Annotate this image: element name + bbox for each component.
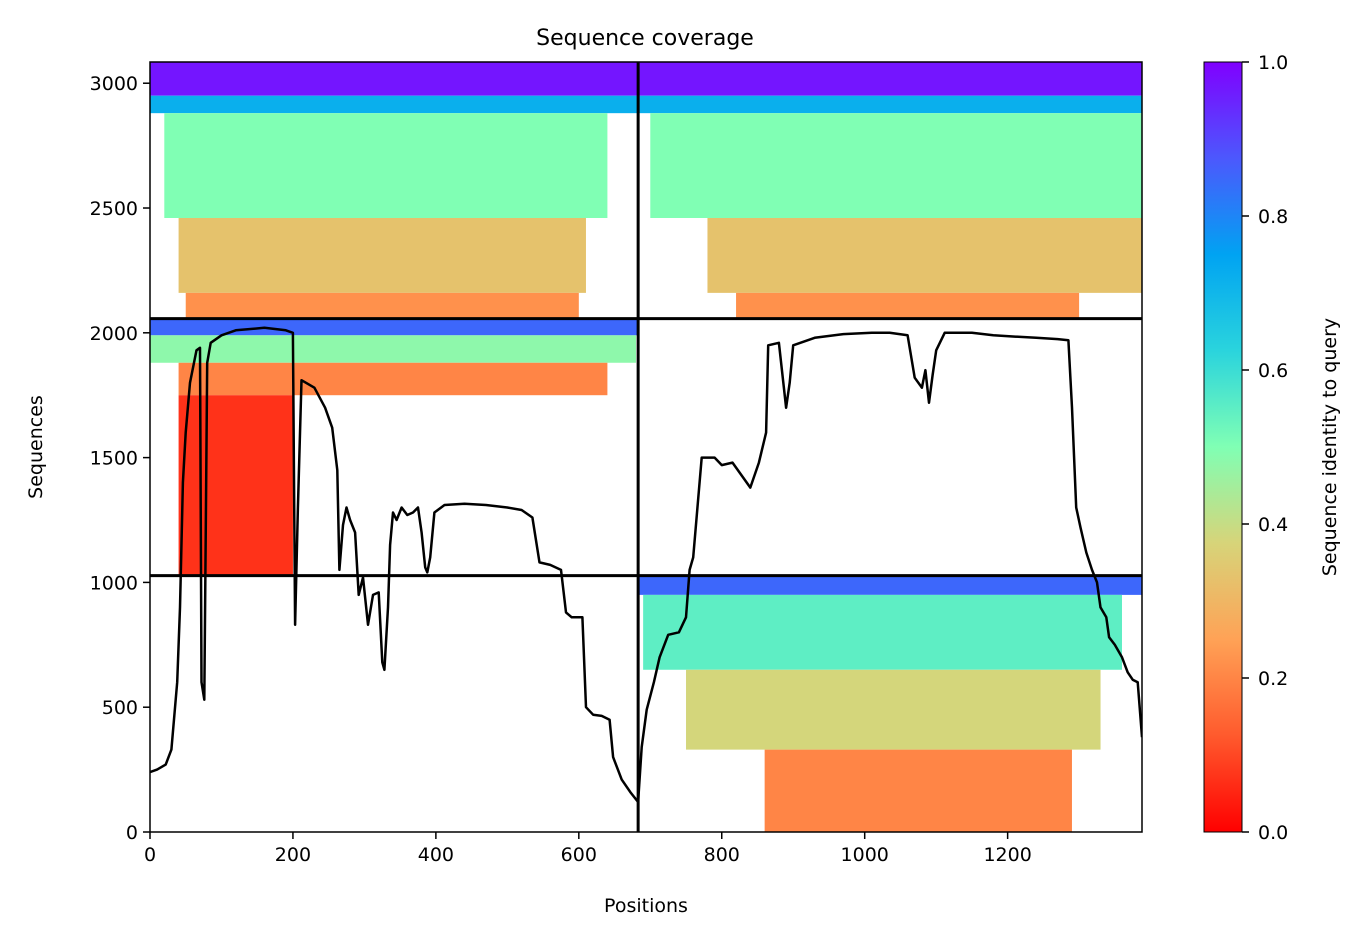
coverage-band (643, 594, 1122, 670)
coverage-band (686, 669, 1101, 750)
chart-title: Sequence coverage (536, 26, 754, 51)
coverage-band (150, 95, 639, 114)
y-tick-label: 1500 (90, 448, 138, 470)
y-tick-label: 3000 (90, 73, 138, 95)
coverage-band (185, 292, 579, 319)
coverage-band (650, 113, 1142, 218)
y-tick-label: 1000 (90, 572, 138, 594)
plot-frame (149, 61, 1143, 833)
colorbar-tick-label: 0.4 (1258, 514, 1288, 536)
coverage-band (638, 575, 1142, 595)
y-tick-label: 0 (126, 822, 138, 844)
coverage-band (764, 749, 1072, 832)
chain-boundaries (150, 62, 1142, 832)
coverage-heatmap (150, 62, 1142, 832)
colorbar-tick-label: 0.8 (1258, 206, 1288, 228)
x-axis-label: Positions (604, 895, 688, 917)
x-tick-label: 1200 (983, 844, 1031, 866)
y-axis-label: Sequences (25, 395, 47, 499)
coverage-band (638, 62, 1142, 96)
coverage-band (178, 362, 608, 396)
colorbar-tick-label: 1.0 (1258, 52, 1288, 74)
colorbar-label: Sequence identity to query (1319, 318, 1341, 576)
coverage-band (150, 62, 639, 96)
x-tick-label: 0 (144, 844, 156, 866)
y-tick-label: 500 (102, 697, 138, 719)
colorbar-tick-label: 0.0 (1258, 822, 1288, 844)
coverage-band (736, 292, 1080, 319)
colorbar-tick-label: 0.6 (1258, 360, 1288, 382)
x-tick-label: 600 (561, 844, 597, 866)
coverage-line (150, 326, 1142, 804)
colorbar (1203, 61, 1243, 833)
colorbar-tick-label: 0.2 (1258, 668, 1288, 690)
coverage-band (150, 318, 639, 336)
x-axis-ticks: 0 200 400 600 800 1000 1200 (144, 832, 1032, 866)
coverage-band (164, 113, 608, 218)
coverage-band (707, 217, 1142, 293)
x-tick-label: 200 (275, 844, 311, 866)
colorbar-ticks: 0.0 0.2 0.4 0.6 0.8 1.0 (1242, 52, 1288, 844)
y-tick-label: 2500 (90, 198, 138, 220)
coverage-band (638, 95, 1142, 114)
y-axis-ticks: 0 500 1000 1500 2000 2500 3000 (90, 73, 150, 844)
y-tick-label: 2000 (90, 323, 138, 345)
coverage-band (150, 335, 636, 363)
coverage-line-group (150, 326, 1142, 804)
coverage-band (178, 395, 293, 576)
x-tick-label: 1000 (841, 844, 889, 866)
coverage-band (178, 217, 586, 293)
x-tick-label: 400 (418, 844, 454, 866)
x-tick-label: 800 (704, 844, 740, 866)
